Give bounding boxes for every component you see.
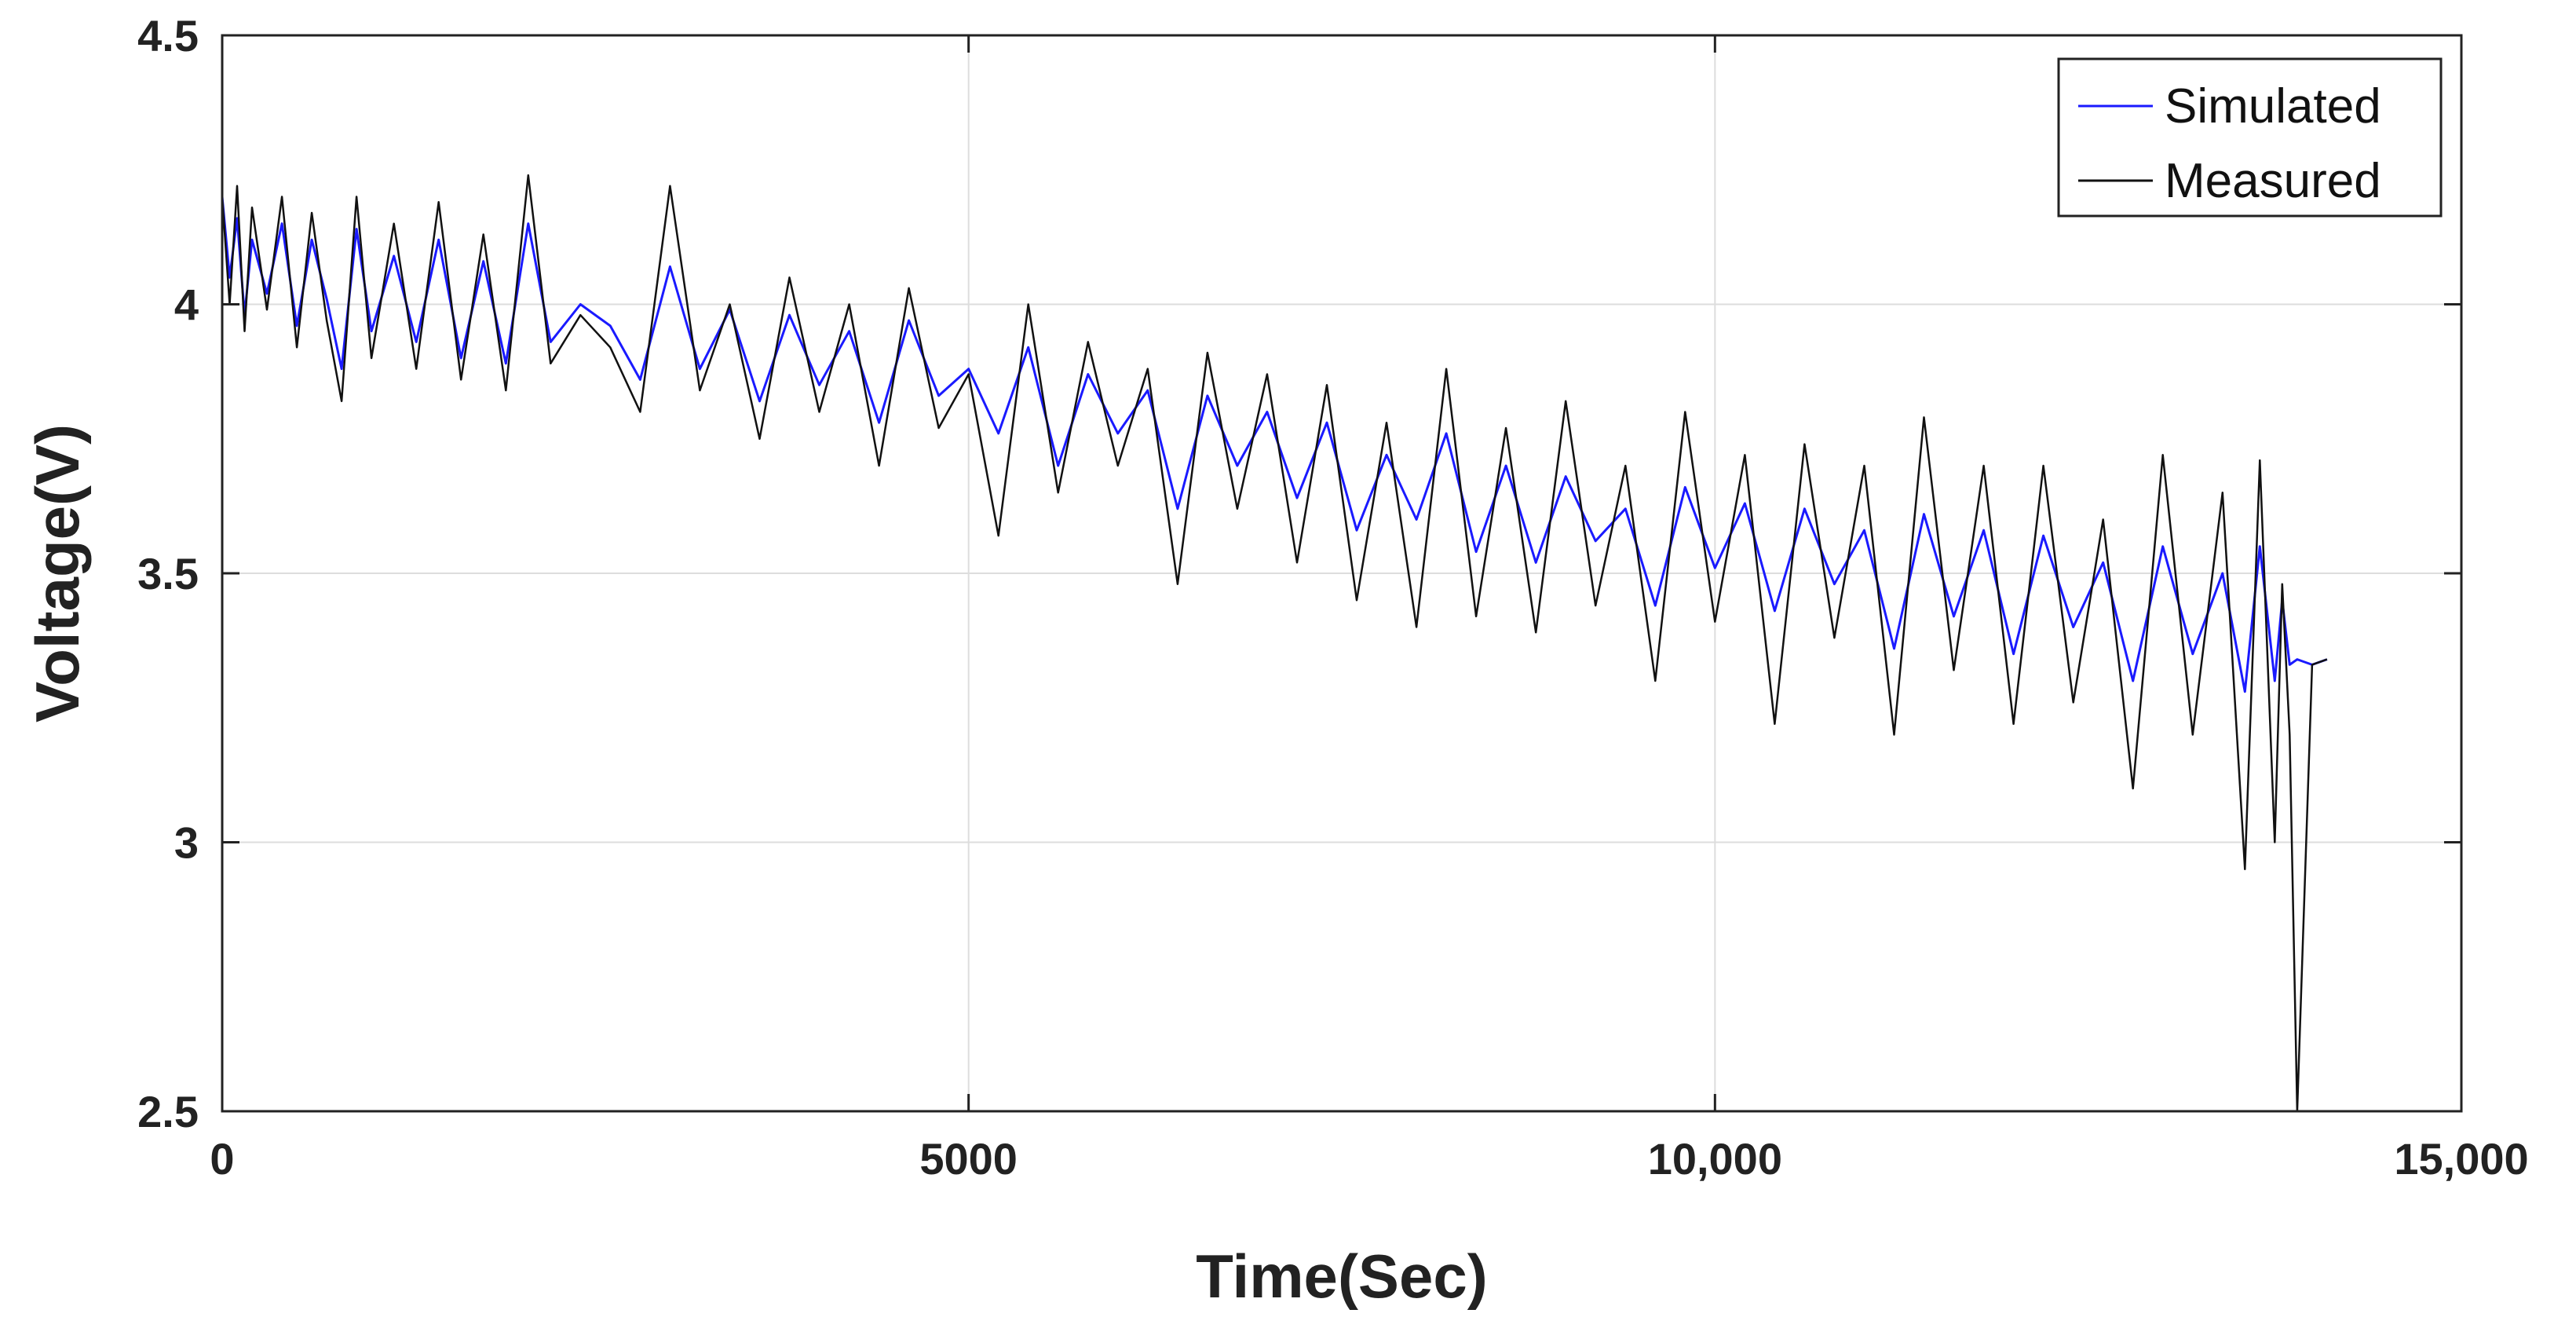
series-group [221,174,2328,1113]
ticks: 0 5000 10,000 15,000 2.5 3 3.5 4 4.5 [137,11,2529,1183]
y-tick-label: 2.5 [137,1087,199,1136]
legend-label-measured: Measured [2165,154,2381,208]
series-line-measured [221,174,2328,1113]
legend: Simulated Measured [2057,57,2443,218]
series-line-simulated [221,196,2328,693]
y-axis-title: Voltage(V) [23,424,92,723]
legend-box [2057,57,2443,218]
y-tick-label: 3 [174,818,199,868]
x-axis-title: Time(Sec) [1196,1242,1487,1311]
y-tick-label: 4.5 [137,11,199,60]
y-tick-label: 4 [174,280,199,330]
y-tick-label: 3.5 [137,549,199,598]
legend-label-simulated: Simulated [2165,79,2381,134]
x-tick-label: 0 [210,1134,234,1183]
x-tick-label: 15,000 [2394,1134,2528,1183]
x-tick-label: 5000 [919,1134,1018,1183]
x-tick-label: 10,000 [1648,1134,1782,1183]
